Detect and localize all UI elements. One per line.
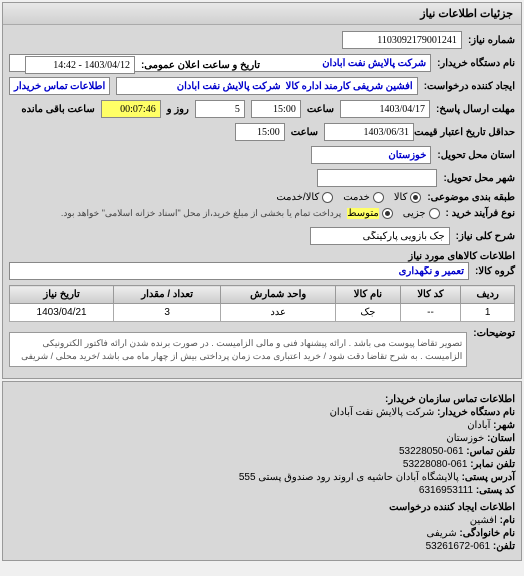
deadline-label: مهلت ارسال پاسخ: xyxy=(436,104,515,115)
min-valid-date-input[interactable] xyxy=(324,123,414,141)
cell-code: -- xyxy=(400,304,461,322)
c-name-val: شرکت پالایش نفت آبادان xyxy=(330,407,435,418)
category-goods-service-label: کالا/خدمت xyxy=(276,192,319,203)
table-header-row: ردیف کد کالا نام کالا واحد شمارش تعداد /… xyxy=(10,286,515,304)
city-label: شهر محل تحویل: xyxy=(443,173,515,184)
c-tel-val: 061-53228050 xyxy=(399,446,464,457)
c-post-label: کد پستی: xyxy=(476,485,515,496)
c-addr-label: آدرس پستی: xyxy=(462,472,515,483)
cell-qty: 3 xyxy=(114,304,221,322)
proc-radio-group: جزیی متوسط xyxy=(347,208,439,219)
buyer-label: نام دستگاه خریدار: xyxy=(437,58,515,69)
city-input[interactable] xyxy=(317,169,437,187)
col-row: ردیف xyxy=(461,286,515,304)
radio-icon xyxy=(410,192,421,203)
category-service-label: خدمت xyxy=(343,192,370,203)
c-prov-label: استان: xyxy=(487,433,515,444)
cell-row: 1 xyxy=(461,304,515,322)
cell-date: 1403/04/21 xyxy=(10,304,114,322)
days-input[interactable] xyxy=(195,100,245,118)
col-unit: واحد شمارش xyxy=(221,286,336,304)
category-label: طبقه بندی موضوعی: xyxy=(427,192,515,203)
c2-tel-val: 061-53261672 xyxy=(426,541,491,552)
category-service-radio[interactable]: خدمت xyxy=(343,192,384,203)
c-fax-val: 061-53228080 xyxy=(403,459,468,470)
items-table: ردیف کد کالا نام کالا واحد شمارش تعداد /… xyxy=(9,285,515,322)
c-name-label: نام دستگاه خریدار: xyxy=(437,407,515,418)
desc-label: توضیحات: xyxy=(473,328,515,339)
c2-fam-val: شریفی xyxy=(427,528,457,539)
min-valid-time-input[interactable] xyxy=(235,123,285,141)
group-input[interactable] xyxy=(9,262,469,280)
general-label: شرح کلی نیاز: xyxy=(456,231,515,242)
time-label-2: ساعت xyxy=(291,127,318,138)
deadline-date-input[interactable] xyxy=(340,100,430,118)
c-addr-val: پالایشگاه آبادان حاشیه ی اروند رود صندوق… xyxy=(239,472,459,483)
proc-label: نوع فرآیند خرید : xyxy=(446,208,515,219)
province-input[interactable] xyxy=(311,146,431,164)
proc-note: پرداخت تمام یا بخشی از مبلغ خرید،از محل … xyxy=(61,208,341,219)
radio-icon xyxy=(322,192,333,203)
creator-input[interactable] xyxy=(116,77,417,95)
proc-urgent-radio[interactable]: جزیی xyxy=(403,208,440,219)
req-no-input[interactable] xyxy=(342,31,462,49)
items-title: اطلاعات کالاهای مورد نیاز xyxy=(9,251,515,262)
panel-title: جزئیات اطلاعات نیاز xyxy=(3,3,521,25)
c-city-label: شهر: xyxy=(493,420,515,431)
announce-input[interactable] xyxy=(25,56,135,74)
creator-label: ایجاد کننده درخواست: xyxy=(424,81,515,92)
min-valid-label: حداقل تاریخ اعتبار قیمت: تا تاریخ: xyxy=(420,127,515,138)
col-name: نام کالا xyxy=(336,286,400,304)
contact-panel: اطلاعات تماس سازمان خریدار: نام دستگاه خ… xyxy=(2,381,522,561)
radio-icon xyxy=(429,208,440,219)
days-and-label: روز و xyxy=(167,104,189,115)
deadline-time-input[interactable] xyxy=(251,100,301,118)
category-goods-label: کالا xyxy=(394,192,408,203)
col-date: تاریخ نیاز xyxy=(10,286,114,304)
group-label: گروه کالا: xyxy=(475,266,515,277)
c2-name-label: نام: xyxy=(500,515,515,526)
time-label-1: ساعت xyxy=(307,104,334,115)
remain-label: ساعت باقی مانده xyxy=(21,104,94,115)
province-label: استان محل تحویل: xyxy=(437,150,515,161)
c-tel-label: تلفن تماس: xyxy=(466,446,515,457)
general-input[interactable] xyxy=(310,227,450,245)
c-city-val: آبادان xyxy=(467,420,490,431)
cell-name: جک xyxy=(336,304,400,322)
category-goods-service-radio[interactable]: کالا/خدمت xyxy=(276,192,333,203)
c2-name-val: افشین xyxy=(470,515,497,526)
category-goods-radio[interactable]: کالا xyxy=(394,192,422,203)
c2-tel-label: تلفن: xyxy=(493,541,515,552)
category-radio-group: کالا خدمت کالا/خدمت xyxy=(276,192,421,203)
need-details-panel: جزئیات اطلاعات نیاز شماره نیاز: نام دستگ… xyxy=(2,2,522,379)
creator2-title: اطلاعات ایجاد کننده درخواست xyxy=(9,502,515,513)
col-qty: تعداد / مقدار xyxy=(114,286,221,304)
req-no-label: شماره نیاز: xyxy=(468,35,515,46)
col-code: کد کالا xyxy=(400,286,461,304)
c-post-val: 6316953111 xyxy=(419,485,473,496)
table-row[interactable]: 1 -- جک عدد 3 1403/04/21 xyxy=(10,304,515,322)
description-text: تصویر تقاضا پیوست می باشد . ارائه پیشنها… xyxy=(9,332,467,367)
c-prov-val: خوزستان xyxy=(446,433,484,444)
radio-icon xyxy=(373,192,384,203)
proc-urgent-label: جزیی xyxy=(403,208,426,219)
proc-medium-radio[interactable]: متوسط xyxy=(347,208,392,219)
buyer-contact-button[interactable]: اطلاعات تماس خریدار xyxy=(9,77,110,95)
c2-fam-label: نام خانوادگی: xyxy=(459,528,515,539)
proc-medium-label: متوسط xyxy=(347,208,378,219)
c-fax-label: تلفن نمابر: xyxy=(470,459,515,470)
radio-icon xyxy=(382,208,393,219)
contact-title: اطلاعات تماس سازمان خریدار: xyxy=(9,394,515,405)
remaining-time-input xyxy=(101,100,161,118)
announce-label: تاریخ و ساعت اعلان عمومی: xyxy=(141,60,260,71)
cell-unit: عدد xyxy=(221,304,336,322)
